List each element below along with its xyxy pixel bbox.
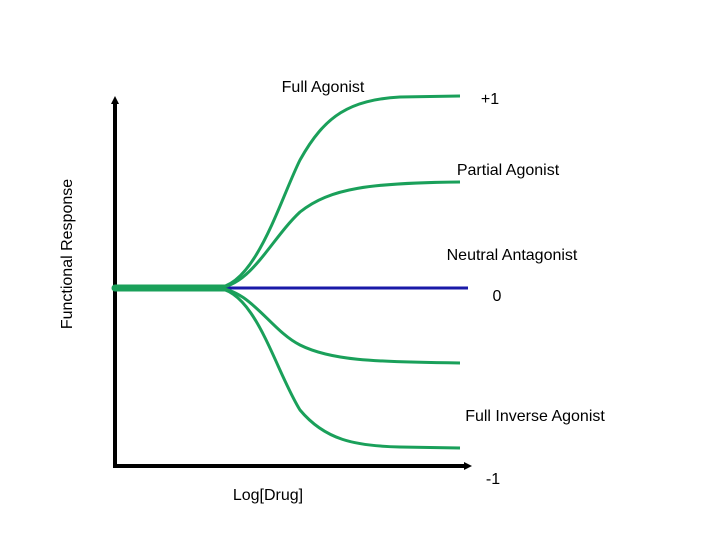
full-inverse-agonist-label: Full Inverse Agonist bbox=[465, 408, 605, 425]
full-inverse-agonist-curve bbox=[214, 286, 461, 450]
full-agonist-curve bbox=[214, 94, 461, 290]
partial-agonist-curve bbox=[214, 180, 461, 290]
level-middle-label: 0 bbox=[493, 288, 502, 305]
level-top-label: +1 bbox=[481, 91, 499, 108]
partial-agonist-label: Partial Agonist bbox=[457, 162, 560, 179]
y-axis-label: Functional Response bbox=[59, 179, 76, 329]
neutral-antagonist-label: Neutral Antagonist bbox=[447, 247, 578, 264]
x-axis-label: Log[Drug] bbox=[233, 487, 303, 504]
partial-inverse-agonist-curve bbox=[214, 286, 461, 365]
level-bottom-label: -1 bbox=[486, 471, 500, 488]
full-agonist-label: Full Agonist bbox=[282, 79, 365, 96]
